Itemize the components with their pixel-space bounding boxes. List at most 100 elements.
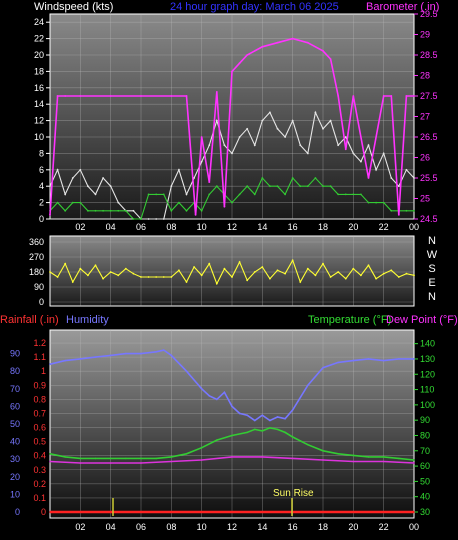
data-point [94,356,97,358]
barometer-tick-label: 28.5 [420,50,438,60]
data-point [322,127,324,130]
data-point [124,209,127,212]
data-point [269,185,271,188]
data-point [49,185,51,188]
dewpoint-axis-title: Dew Point (°F) [386,314,458,326]
temperature-tick-label: 40 [420,492,430,502]
data-point [329,276,332,278]
data-point [322,459,324,461]
data-point [231,276,233,278]
data-point [322,185,324,188]
data-point [109,457,112,460]
data-point [284,417,286,420]
compass-letter-s: S [428,263,435,275]
data-point [269,277,271,280]
data-point [322,449,324,452]
rainfall-tick-label: 1 [41,366,46,376]
data-point [94,209,97,212]
humidity-tick-label: 80 [10,366,20,376]
data-point [413,511,415,513]
temperature-tick-label: 140 [420,339,435,349]
direction-tick-label: 0 [39,297,44,307]
barometer-y-ticks: 24.5 25 25.5 26 26.5 27 27.5 28 28.5 29 29.5 [414,9,438,224]
compass-letter-w: W [427,249,438,261]
data-point [208,181,211,184]
data-point [49,271,51,273]
data-point [109,271,112,273]
data-point [231,201,233,204]
data-point [79,358,82,360]
data-point [337,453,339,455]
humidity-axis-title: Humidity [66,314,109,326]
data-point [185,209,188,212]
data-point [147,276,150,278]
data-point [382,152,385,155]
x-tick-label: 16 [288,222,298,232]
data-point [170,276,173,278]
data-point [87,185,89,188]
data-point [64,209,67,212]
data-point [162,276,165,278]
data-point [178,201,180,204]
x-tick-label: 12 [227,222,237,232]
x-tick-label: 06 [136,222,146,232]
wind-series [49,37,415,220]
barometer-tick-label: 27 [420,112,430,122]
data-point [291,457,294,460]
data-point [185,193,188,196]
data-point [344,148,347,151]
data-point [147,193,150,196]
data-point [178,269,180,272]
humidity-tick-label: 40 [10,437,20,447]
data-point [352,193,355,196]
data-point [246,54,249,56]
rainfall-tick-label: 0.7 [33,408,46,418]
data-point [87,209,89,212]
data-point [140,457,142,460]
rain-temp-x-ticks: 02 04 06 08 10 12 14 16 18 20 22 00 [75,522,419,532]
data-point [398,457,400,460]
temperature-axis-title: Temperature (°F) [308,314,391,326]
direction-panel-grid [50,236,414,306]
data-point [94,264,97,267]
rainfall-tick-label: 0.5 [33,437,46,447]
rainfall-tick-label: 0 [41,507,46,517]
wind-x-ticks: 02 04 06 08 10 12 14 16 18 20 22 00 [75,222,419,232]
data-point [215,119,218,122]
data-point [200,388,203,390]
chart-title: 24 hour graph day: March 06 2025 [170,1,339,13]
rainfall-tick-label: 0.8 [33,394,46,404]
data-point [306,152,309,155]
direction-series [49,258,415,286]
data-point [194,214,197,216]
data-point [344,277,347,280]
temperature-tick-label: 90 [420,415,430,425]
temperature-tick-label: 110 [420,385,434,395]
data-point [261,177,264,179]
data-point [79,457,82,460]
data-point [261,430,264,432]
x-tick-label: 22 [379,522,389,532]
humidity-y-ticks: 0 10 20 30 40 50 60 70 80 90 [10,349,20,517]
data-point [276,269,279,272]
data-point [276,428,279,431]
data-point [284,431,286,434]
data-point [352,152,355,155]
data-point [261,414,264,417]
x-tick-label: 22 [379,222,389,232]
data-point [170,460,173,463]
data-point [344,193,347,196]
data-point [223,391,226,394]
x-tick-label: 06 [136,522,146,532]
compass-letter-n: N [428,235,436,247]
data-point [276,127,279,130]
data-point [314,274,317,277]
data-point [79,267,82,270]
data-point [352,460,355,463]
data-point [382,95,385,97]
data-point [49,511,51,513]
data-point [64,262,67,265]
x-tick-label: 08 [166,222,176,232]
data-point [307,443,309,446]
